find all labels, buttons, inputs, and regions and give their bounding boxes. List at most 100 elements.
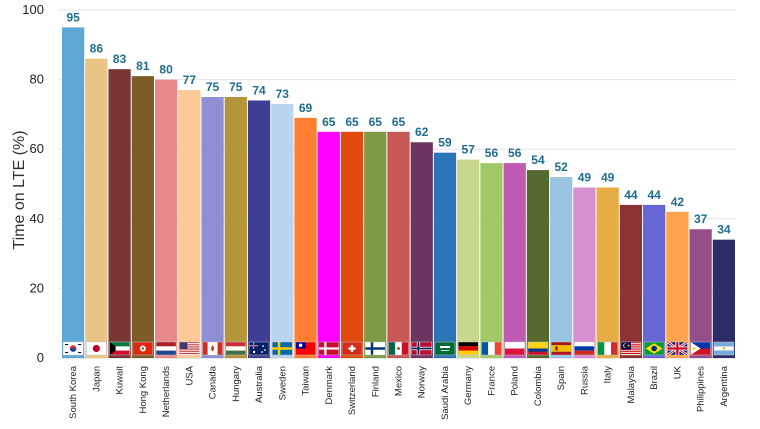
x-tick-label: Poland [510, 366, 521, 396]
bar [340, 131, 364, 358]
y-axis-label: Time on LTE (%) [11, 130, 28, 249]
bar [526, 170, 550, 358]
data-label: 95 [66, 10, 80, 24]
x-tick-label: Japan [91, 366, 102, 392]
flag-norway-icon [411, 341, 432, 356]
flag-switzerland-icon [341, 341, 363, 356]
bar [108, 69, 131, 358]
flag-saudi-arabia-icon [434, 341, 456, 356]
flag-argentina-icon [713, 341, 735, 356]
x-tick-label: USA [184, 365, 195, 385]
bar [294, 117, 317, 358]
x-tick-label: Colombia [533, 365, 544, 406]
flag-mexico-icon [388, 341, 409, 356]
y-axis-ticks: 0 20 40 60 80 100 [22, 2, 44, 365]
flag-philippines-icon [690, 341, 711, 356]
x-tick-label: Hungary [231, 366, 242, 402]
x-tick-label: Saudi Arabia [440, 365, 451, 420]
data-label: 37 [694, 212, 708, 226]
data-label: 83 [113, 52, 127, 66]
bar [154, 79, 178, 358]
data-label: 65 [369, 115, 383, 129]
x-tick-label: Argentina [719, 365, 730, 406]
x-tick-label: Canada [208, 365, 219, 399]
x-tick-label: Netherlands [161, 366, 172, 417]
bar [689, 229, 712, 358]
flag-colombia-icon [527, 341, 549, 356]
data-label: 69 [299, 101, 313, 115]
x-tick-label: Italy [603, 366, 614, 384]
x-tick-label: Norway [417, 366, 428, 398]
x-tick-label: Brazil [649, 366, 660, 390]
bar [410, 142, 433, 358]
bar [596, 187, 619, 358]
bar [643, 204, 666, 358]
flag-kuwait-icon [109, 341, 130, 356]
data-label: 62 [415, 125, 429, 139]
bar [619, 204, 643, 358]
data-labels: 95 86 83 81 80 77 75 75 74 73 69 65 65 65 65 62 59 57 56 56… [66, 10, 730, 236]
y-tick-label: 100 [22, 2, 44, 17]
x-tick-label: Taiwan [301, 366, 312, 396]
data-label: 75 [229, 80, 243, 94]
data-label: 65 [345, 115, 359, 129]
data-label: 54 [531, 153, 545, 167]
data-label: 81 [136, 59, 150, 73]
flag-france-icon [481, 341, 502, 356]
data-label: 86 [90, 42, 104, 56]
x-axis-ticks: South Korea Japan Kuwait Hong Kong Netherlan… [68, 365, 730, 420]
flag-poland-icon [504, 341, 525, 356]
x-tick-label: Hong Kong [138, 366, 149, 414]
flag-italy-icon [597, 341, 618, 356]
data-label: 49 [601, 170, 615, 184]
flag-usa-icon [179, 341, 200, 356]
bar [457, 159, 480, 358]
data-label: 57 [462, 143, 476, 157]
flag-russia-icon [574, 341, 595, 356]
x-tick-label: Kuwait [115, 366, 126, 395]
y-tick-label: 60 [30, 141, 44, 156]
x-tick-label: Mexico [394, 366, 405, 396]
data-label: 56 [508, 146, 522, 160]
data-label: 80 [159, 63, 173, 77]
x-tick-label: Australia [254, 365, 265, 403]
data-label: 75 [206, 80, 220, 94]
flag-australia-icon [248, 341, 270, 356]
data-label: 74 [252, 83, 266, 97]
flag-canada-icon [202, 341, 223, 356]
bar [480, 163, 503, 358]
x-tick-label: Spain [556, 366, 567, 390]
x-tick-label: Sweden [277, 366, 288, 400]
bar [573, 187, 596, 358]
data-label: 49 [578, 170, 592, 184]
data-label: 65 [322, 115, 336, 129]
bar [271, 103, 294, 359]
flag-denmark-icon [318, 341, 340, 356]
flag-netherlands-icon [155, 341, 177, 356]
bars [62, 27, 735, 359]
data-label: 59 [438, 136, 452, 150]
x-tick-label: Denmark [324, 366, 335, 405]
x-tick-label: Switzerland [347, 366, 358, 415]
x-tick-label: UK [672, 365, 683, 379]
x-tick-label: South Korea [68, 365, 79, 419]
flag-hong-kong-icon [132, 341, 154, 356]
bar [224, 97, 247, 358]
bar [387, 131, 410, 358]
x-tick-label: Philippines [696, 366, 707, 412]
y-tick-label: 20 [30, 280, 44, 295]
bar [503, 163, 526, 358]
flag-south-korea-icon [62, 341, 84, 356]
data-label: 52 [555, 160, 569, 174]
data-label: 44 [624, 188, 638, 202]
data-label: 65 [392, 115, 406, 129]
flag-germany-icon [457, 341, 479, 356]
x-tick-label: Russia [579, 365, 590, 395]
bar [201, 97, 224, 358]
flag-malaysia-icon [620, 341, 642, 356]
data-label: 77 [183, 73, 197, 87]
bar [85, 58, 108, 358]
x-tick-label: Germany [463, 366, 474, 405]
flag-spain-icon [550, 341, 572, 356]
